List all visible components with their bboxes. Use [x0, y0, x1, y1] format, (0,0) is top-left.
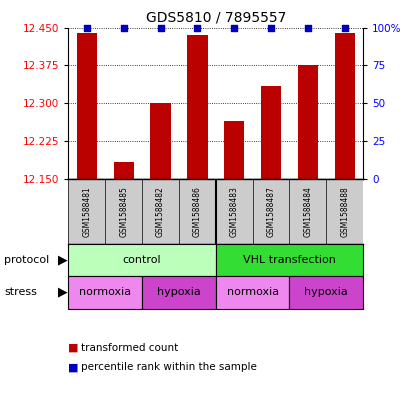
- Text: protocol: protocol: [4, 255, 49, 265]
- Text: GSM1588484: GSM1588484: [303, 186, 312, 237]
- Bar: [68, 276, 142, 309]
- Text: GSM1588488: GSM1588488: [340, 186, 349, 237]
- Bar: [224, 121, 244, 179]
- Text: transformed count: transformed count: [81, 343, 178, 353]
- Text: ■: ■: [68, 343, 83, 353]
- Text: normoxia: normoxia: [79, 287, 132, 298]
- Bar: [334, 33, 355, 179]
- Bar: [114, 162, 134, 179]
- Text: ▶: ▶: [58, 253, 68, 266]
- Bar: [261, 86, 281, 179]
- Text: hypoxia: hypoxia: [305, 287, 348, 298]
- Text: GSM1588481: GSM1588481: [83, 186, 91, 237]
- Bar: [150, 103, 171, 179]
- Point: [194, 24, 201, 31]
- Bar: [298, 66, 318, 179]
- Bar: [68, 244, 216, 276]
- Point: [157, 24, 164, 31]
- Text: GSM1588485: GSM1588485: [119, 186, 128, 237]
- Text: percentile rank within the sample: percentile rank within the sample: [81, 362, 257, 373]
- Point: [231, 24, 237, 31]
- Text: GSM1588483: GSM1588483: [230, 186, 239, 237]
- Text: ■: ■: [68, 362, 83, 373]
- Point: [120, 24, 127, 31]
- Text: ▶: ▶: [58, 286, 68, 299]
- Text: GSM1588486: GSM1588486: [193, 186, 202, 237]
- Text: control: control: [123, 255, 161, 265]
- Text: hypoxia: hypoxia: [157, 287, 201, 298]
- Title: GDS5810 / 7895557: GDS5810 / 7895557: [146, 11, 286, 25]
- Bar: [216, 244, 363, 276]
- Bar: [142, 276, 216, 309]
- Point: [268, 24, 274, 31]
- Bar: [77, 33, 97, 179]
- Text: VHL transfection: VHL transfection: [243, 255, 336, 265]
- Point: [342, 24, 348, 31]
- Bar: [290, 276, 363, 309]
- Text: normoxia: normoxia: [227, 287, 279, 298]
- Text: stress: stress: [4, 287, 37, 298]
- Text: GSM1588487: GSM1588487: [266, 186, 276, 237]
- Point: [305, 24, 311, 31]
- Bar: [216, 276, 290, 309]
- Bar: [187, 35, 208, 179]
- Text: GSM1588482: GSM1588482: [156, 186, 165, 237]
- Point: [83, 24, 90, 31]
